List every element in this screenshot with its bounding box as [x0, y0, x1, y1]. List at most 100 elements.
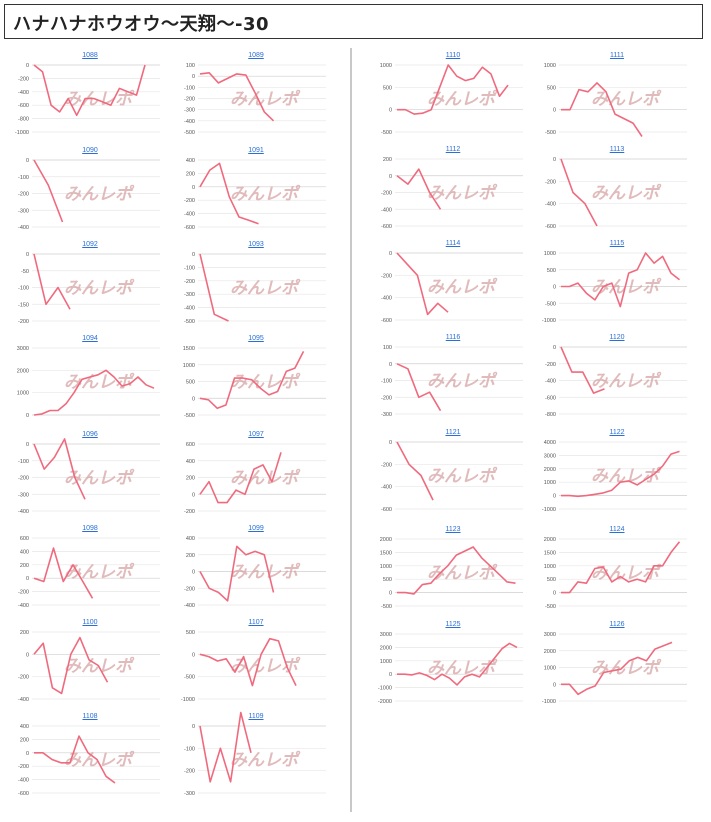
- chart-title-link[interactable]: 1099: [248, 525, 264, 532]
- y-tick-label: 0: [26, 63, 29, 69]
- chart-1100: 1100 200 0 -200 -400 みんレポ: [10, 619, 170, 703]
- chart-title-link[interactable]: 1120: [609, 334, 625, 341]
- chart-title-link[interactable]: 1088: [82, 52, 98, 59]
- chart-plot: 0 -50 -100 -150 -200 みんレポ: [18, 252, 160, 325]
- y-tick-label: 400: [20, 549, 29, 555]
- chart-title-link[interactable]: 1124: [609, 526, 625, 533]
- y-tick-label: -600: [18, 791, 29, 797]
- chart-title-link[interactable]: 1108: [82, 713, 98, 720]
- y-tick-label: 0: [192, 492, 195, 498]
- chart-title-link[interactable]: 1091: [248, 147, 264, 154]
- chart-plot: 0 -200 -400 -600 -800 みんレポ: [545, 345, 687, 418]
- chart-title-link[interactable]: 1090: [82, 147, 98, 154]
- y-tick-label: 0: [26, 652, 29, 658]
- chart-1120: 1120 0 -200 -400 -600 -800 みんレポ: [537, 334, 697, 418]
- y-tick-label: 0: [389, 251, 392, 257]
- chart-title-link[interactable]: 1095: [248, 335, 264, 342]
- y-tick-label: 200: [383, 157, 392, 163]
- y-tick-label: 0: [26, 413, 29, 419]
- y-tick-label: -400: [18, 778, 29, 784]
- chart-1108: 1108 400 200 0 -200 -400 -600 みんレポ: [10, 713, 170, 797]
- chart-1114: 1114 0 -200 -400 -600 みんレポ: [373, 240, 533, 324]
- y-tick-label: 0: [389, 108, 392, 114]
- series-line: [561, 252, 680, 308]
- watermark-logo: みんレポ: [591, 372, 662, 392]
- chart-plot: 2000 1500 1000 500 0 -500 みんレポ: [380, 537, 523, 610]
- chart-title-link[interactable]: 1110: [445, 52, 461, 59]
- chart-title-link[interactable]: 1125: [445, 621, 461, 628]
- y-tick-label: -200: [381, 273, 392, 279]
- chart-title-link[interactable]: 1093: [248, 241, 264, 248]
- y-tick-label: 0: [389, 174, 392, 180]
- chart-title-link[interactable]: 1100: [82, 619, 98, 626]
- y-tick-label: -1000: [378, 686, 392, 692]
- y-tick-label: -500: [381, 130, 392, 136]
- y-tick-label: -200: [18, 675, 29, 681]
- y-tick-label: 2000: [380, 537, 392, 543]
- watermark-logo: みんレポ: [427, 659, 498, 679]
- chart-title-link[interactable]: 1094: [82, 335, 98, 342]
- chart-1095: 1095 1500 1000 500 0 -500 みんレポ: [176, 335, 336, 419]
- chart-1116: 1116 100 0 -100 -200 -300 みんレポ: [373, 334, 533, 418]
- y-tick-label: 500: [186, 380, 195, 386]
- chart-title-link[interactable]: 1114: [445, 240, 461, 247]
- y-tick-label: -300: [18, 492, 29, 498]
- chart-1093: 1093 0 -100 -200 -300 -400 -500 みんレポ: [176, 241, 336, 325]
- chart-title-link[interactable]: 1107: [248, 619, 264, 626]
- y-tick-label: -400: [18, 90, 29, 96]
- chart-plot: 1000 500 0 -500 みんレポ: [380, 63, 523, 136]
- watermark-logo: みんレポ: [64, 279, 135, 299]
- y-tick-label: 0: [389, 672, 392, 678]
- chart-title-link[interactable]: 1126: [609, 621, 625, 628]
- y-tick-label: -400: [184, 603, 195, 609]
- y-tick-label: 200: [20, 630, 29, 636]
- y-tick-label: -200: [18, 590, 29, 596]
- y-tick-label: 1500: [544, 550, 556, 556]
- y-tick-label: 1000: [17, 391, 29, 397]
- series-line: [396, 252, 449, 316]
- chart-title-link[interactable]: 1112: [445, 146, 461, 153]
- y-tick-label: -400: [381, 296, 392, 302]
- chart-title-link[interactable]: 1092: [82, 241, 98, 248]
- page-title: ハナハナホウオウ〜天翔〜-30: [13, 14, 270, 35]
- chart-plot: 1500 1000 500 0 -500 みんレポ: [183, 346, 326, 419]
- chart-title-link[interactable]: 1109: [248, 713, 264, 720]
- series-line: [33, 64, 146, 117]
- y-tick-label: 1500: [183, 346, 195, 352]
- y-tick-label: 3000: [544, 632, 556, 638]
- chart-title-link[interactable]: 1123: [445, 526, 461, 533]
- series-line: [397, 546, 516, 595]
- watermark-logo: みんレポ: [230, 469, 301, 489]
- y-tick-label: 0: [192, 570, 195, 576]
- y-tick-label: -300: [184, 791, 195, 797]
- y-tick-label: 0: [26, 158, 29, 164]
- watermark-logo: みんレポ: [591, 659, 662, 679]
- chart-title-link[interactable]: 1113: [609, 146, 625, 153]
- y-tick-label: 0: [26, 442, 29, 448]
- y-tick-label: 200: [20, 737, 29, 743]
- chart-1121: 1121 0 -200 -400 -600 みんレポ: [373, 429, 533, 513]
- y-tick-label: 2000: [380, 645, 392, 651]
- y-tick-label: 1000: [380, 63, 392, 69]
- y-tick-label: -300: [184, 108, 195, 114]
- y-tick-label: 0: [192, 74, 195, 80]
- watermark-logo: みんレポ: [427, 278, 498, 298]
- y-tick-label: 400: [186, 158, 195, 164]
- chart-title-link[interactable]: 1116: [445, 334, 461, 341]
- y-tick-label: -200: [184, 279, 195, 285]
- y-tick-label: -150: [18, 302, 29, 308]
- chart-title-link[interactable]: 1115: [609, 240, 625, 247]
- y-tick-label: -600: [381, 318, 392, 324]
- chart-title-link[interactable]: 1097: [248, 431, 264, 438]
- chart-title-link[interactable]: 1089: [248, 52, 264, 59]
- chart-title-link[interactable]: 1111: [609, 52, 624, 59]
- y-tick-label: -100: [184, 85, 195, 91]
- chart-title-link[interactable]: 1096: [82, 431, 98, 438]
- y-tick-label: -500: [184, 675, 195, 681]
- chart-title-link[interactable]: 1121: [445, 429, 461, 436]
- chart-title-link[interactable]: 1098: [82, 525, 98, 532]
- chart-plot: 0 -200 -400 -600 みんレポ: [381, 440, 523, 513]
- page-title-box: ハナハナホウオウ〜天翔〜-30: [4, 4, 703, 39]
- chart-title-link[interactable]: 1122: [609, 429, 625, 436]
